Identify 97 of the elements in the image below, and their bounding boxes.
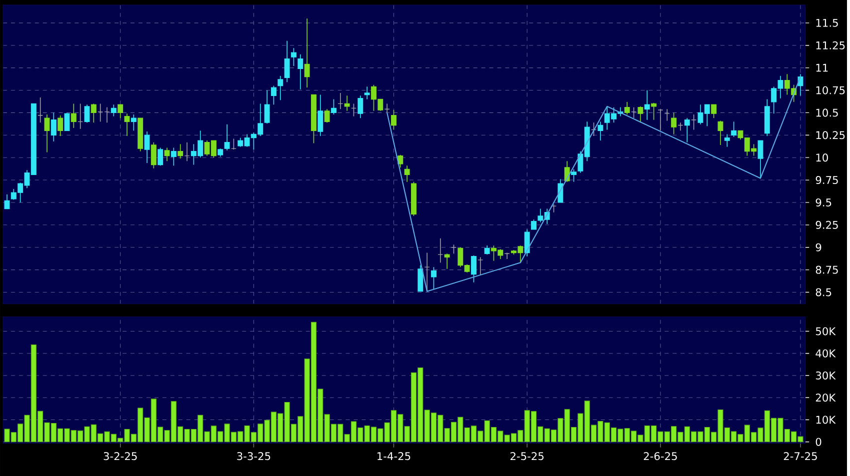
candlestick [644,90,650,120]
candlestick [184,142,190,162]
candlestick [384,103,390,113]
candlestick [471,254,476,283]
x-tick-label: 2-7-25 [784,452,817,460]
candlestick [278,75,284,100]
candlestick [130,114,136,131]
candlestick [718,120,724,146]
candlestick [478,256,484,276]
y-tick-label: 0 [816,438,822,446]
candlestick [144,131,150,164]
candlestick [38,96,44,123]
candlestick [390,109,396,130]
candlestick [431,266,436,290]
x-tick-label: 2-5-25 [510,452,544,460]
candlestick [224,124,230,151]
candlestick [330,98,336,115]
candlestick [118,104,124,118]
candlestick [591,122,596,136]
candlestick [164,147,170,162]
candlestick [631,106,637,118]
candlestick [338,92,344,110]
candlestick [304,18,310,88]
candlestick [724,134,730,148]
candlestick [624,101,630,115]
y-tick-label: 20K [816,393,836,402]
candlestick [758,140,764,178]
candlestick [344,95,350,112]
candlestick [424,252,430,292]
y-tick-label: 50K [816,327,836,336]
candlestick [598,121,604,141]
y-tick-label: 8.75 [816,266,838,274]
candlestick [270,85,276,105]
candlestick [404,165,410,182]
candlestick [150,142,156,169]
candlestick [170,147,176,166]
candlestick [98,103,104,122]
y-tick-label: 10.5 [816,108,838,117]
candlestick [290,48,296,66]
candlestick [104,106,110,123]
candlestick [264,90,270,124]
y-tick-label: 11 [816,64,828,72]
candlestick [638,106,644,123]
candlestick [504,252,510,260]
y-tick-label: 9.5 [816,198,832,206]
candlestick [124,113,130,136]
y-tick-label: 9 [816,243,822,252]
candlestick [50,112,56,142]
candlestick [651,102,657,120]
y-tick-label: 11.25 [816,41,845,50]
candlestick [58,114,64,136]
candlestick [678,122,684,131]
y-tick-label: 11.5 [816,18,838,27]
candlestick [731,121,737,138]
candlestick [64,112,70,131]
candlestick [664,108,670,122]
candlestick [4,194,10,210]
candlestick [44,114,50,152]
candlestick [684,118,690,143]
candlestick [658,108,664,131]
candlestick [358,95,364,118]
y-tick-label: 10K [816,416,836,424]
candlestick [158,147,164,166]
candlestick [78,103,84,130]
candlestick [444,253,450,270]
candlestick [84,104,90,123]
y-tick-label: 40K [816,349,836,358]
y-tick-label: 9.25 [816,220,838,229]
candlestick [711,104,717,118]
candlestick [284,40,290,82]
candlestick [364,86,370,100]
y-tick-label: 8.5 [816,288,832,296]
y-tick-label: 9.75 [816,176,838,184]
candlestick [324,108,330,123]
x-tick-label: 3-2-25 [104,452,137,460]
x-tick-label: 2-6-25 [644,452,677,460]
candlestick [90,103,96,123]
candlestick [110,104,116,117]
candlestick [671,112,677,134]
candlestick [350,103,356,117]
y-tick-label: 30K [816,371,836,380]
candlestick [531,218,536,230]
x-tick-label: 3-3-25 [237,452,270,460]
y-tick-label: 10 [816,153,828,162]
candlestick [298,54,304,90]
x-tick-label: 1-4-25 [378,452,410,460]
y-tick-label: 10.75 [816,86,845,94]
candlestick [318,94,324,136]
candlestick [571,168,576,182]
candlestick [230,138,236,150]
candlestick [691,114,697,130]
candlestick [438,238,444,263]
y-tick-label: 10.25 [816,130,845,140]
candlestick [178,144,184,159]
candlestick [418,264,424,292]
candlestick [524,228,530,257]
candlestick [70,103,76,128]
